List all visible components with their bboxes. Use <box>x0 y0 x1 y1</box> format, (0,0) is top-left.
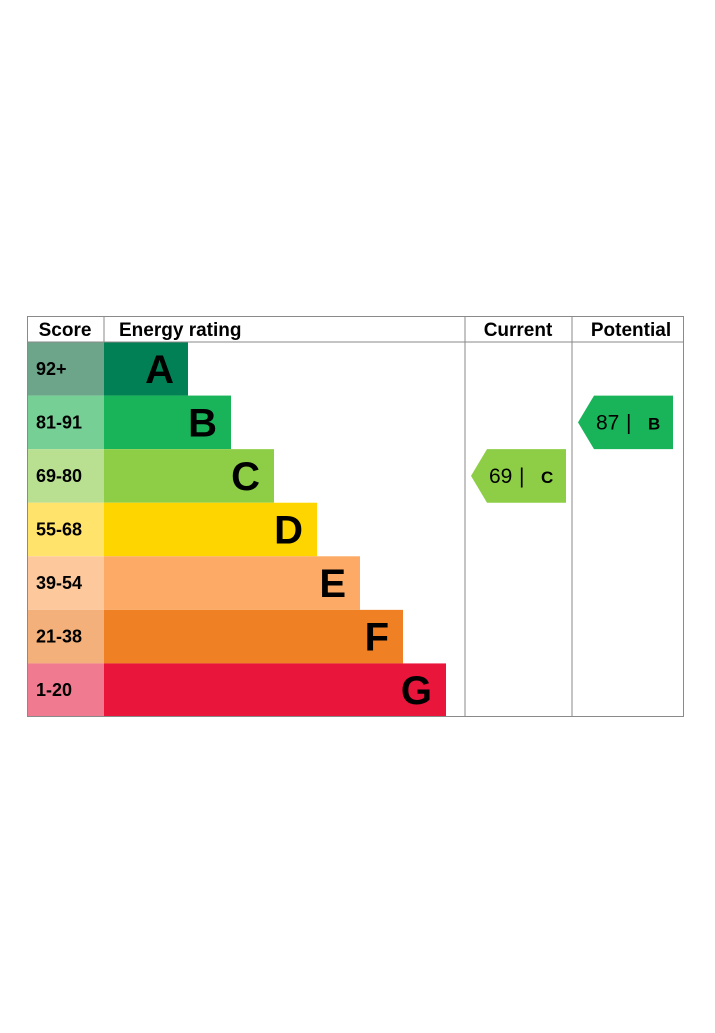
score-label-b: 81-91 <box>36 412 82 432</box>
band-bar-c <box>104 449 274 503</box>
score-cell-b <box>27 395 104 450</box>
score-label-a: 92+ <box>36 359 67 379</box>
potential-rating-separator: | <box>626 411 631 434</box>
band-letter-f: F <box>365 616 389 660</box>
arrows-layer: 69 | C 87 | B <box>471 395 673 503</box>
current-rating-value: 69 <box>489 465 512 488</box>
band-letter-b: B <box>188 401 217 445</box>
band-bar-b <box>104 395 231 450</box>
energy-rating-chart: 92+ A 81-91 B 69-80 C 55-68 D 39-54 E 21-38 F 1-20 G … <box>27 316 684 717</box>
band-bar-f <box>104 609 403 664</box>
score-label-c: 69-80 <box>36 466 82 486</box>
current-rating-letter: C <box>541 468 553 487</box>
score-cell-e <box>27 556 104 610</box>
score-cell-f <box>27 609 104 664</box>
band-letter-e: E <box>319 562 346 606</box>
band-letter-c: C <box>231 455 260 499</box>
potential-rating-value: 87 <box>596 411 619 434</box>
band-bar-a <box>104 342 188 396</box>
score-label-e: 39-54 <box>36 573 82 593</box>
score-label-g: 1-20 <box>36 680 72 700</box>
band-bar-e <box>104 556 360 610</box>
current-rating-arrow <box>471 449 566 503</box>
score-cell-d <box>27 502 104 557</box>
score-label-d: 55-68 <box>36 520 82 540</box>
band-bar-d <box>104 502 317 557</box>
band-letter-g: G <box>401 669 432 713</box>
current-rating-separator: | <box>519 465 524 488</box>
header-score: Score <box>39 320 92 341</box>
band-letter-d: D <box>274 509 303 553</box>
score-label-f: 21-38 <box>36 627 82 647</box>
header-energy-rating: Energy rating <box>119 320 241 341</box>
header-potential: Potential <box>591 320 671 341</box>
band-bar-g <box>104 663 446 717</box>
header-current: Current <box>484 320 553 341</box>
score-cell-c <box>27 449 104 503</box>
score-cell-a <box>27 342 104 396</box>
grid-layer <box>27 316 684 717</box>
bands-layer: 92+ A 81-91 B 69-80 C 55-68 D 39-54 E 21-38 F 1-20 G <box>27 342 446 717</box>
energy-rating-svg: 92+ A81-91 B69-80 C55-68 D39-54 E21-38 F1-20 G … <box>27 316 684 717</box>
potential-rating-arrow <box>578 395 673 450</box>
table-border <box>27 316 684 717</box>
band-letter-a: A <box>145 348 174 392</box>
score-cell-g <box>27 663 104 717</box>
potential-rating-letter: B <box>648 414 660 433</box>
